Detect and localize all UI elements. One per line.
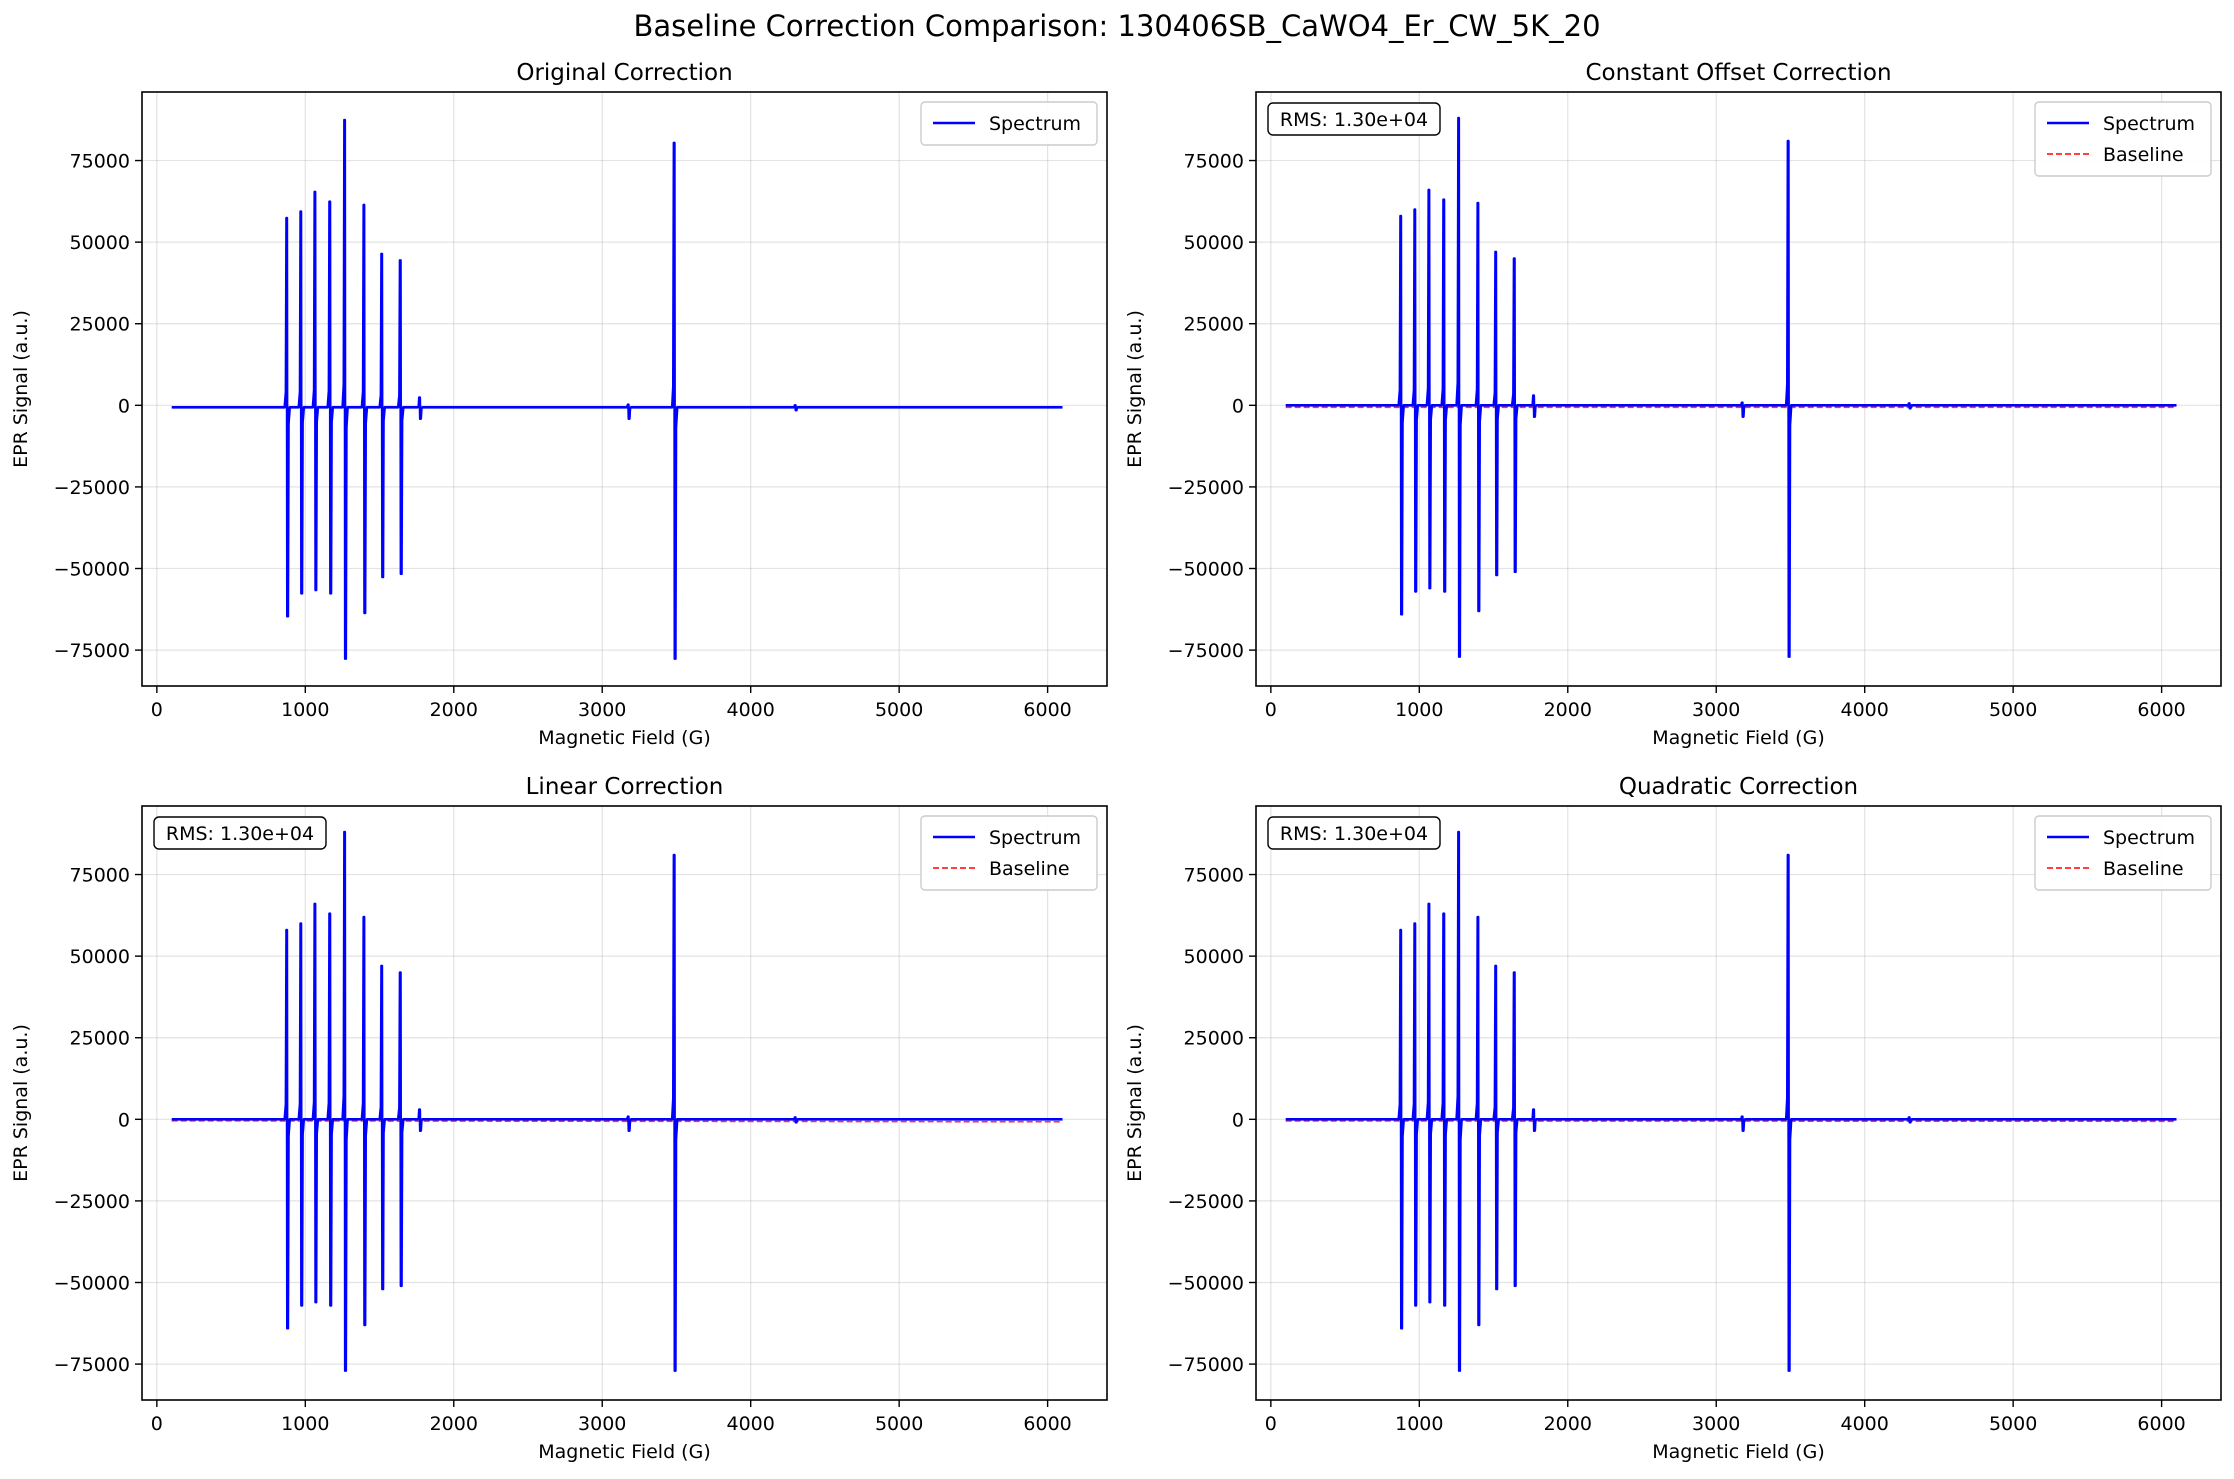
legend-label: Baseline	[989, 858, 1070, 880]
y-tick-label: 0	[1232, 1109, 1244, 1131]
y-tick-label: −25000	[54, 1191, 130, 1213]
subplot-title: Quadratic Correction	[1619, 774, 1858, 800]
y-tick-label: −50000	[1168, 1273, 1244, 1295]
y-tick-label: −75000	[54, 1354, 130, 1376]
x-tick-label: 4000	[727, 699, 775, 721]
x-tick-label: 1000	[281, 1413, 329, 1435]
x-tick-label: 6000	[2137, 1413, 2185, 1435]
x-tick-label: 0	[1265, 699, 1277, 721]
x-tick-label: 3000	[578, 1413, 626, 1435]
y-tick-label: 50000	[1184, 946, 1244, 968]
y-tick-label: 50000	[1184, 232, 1244, 254]
figure-title: Baseline Correction Comparison: 130406SB…	[633, 9, 1600, 43]
legend-label: Baseline	[2103, 858, 2184, 880]
x-tick-label: 1000	[1395, 1413, 1443, 1435]
x-tick-label: 1000	[281, 699, 329, 721]
x-tick-label: 4000	[1841, 1413, 1889, 1435]
x-tick-label: 5000	[1989, 699, 2037, 721]
y-tick-label: 0	[118, 1109, 130, 1131]
subplot-4: 0 1000 2000 3000 4000 5000 6000 −75000 −50000 −25…	[1124, 774, 2221, 1463]
y-tick-label: 75000	[1184, 151, 1244, 173]
y-tick-label: −50000	[1168, 559, 1244, 581]
y-tick-label: 75000	[70, 151, 130, 173]
x-tick-label: 3000	[578, 699, 626, 721]
subplot-title: Constant Offset Correction	[1585, 60, 1891, 86]
subplot-title: Linear Correction	[526, 774, 724, 800]
x-tick-label: 0	[151, 1413, 163, 1435]
x-tick-label: 2000	[430, 699, 478, 721]
subplot-3: 0 1000 2000 3000 4000 5000 6000 −75000 −50000 −25…	[10, 774, 1107, 1463]
x-axis-label: Magnetic Field (G)	[1652, 1441, 1824, 1463]
legend-label: Spectrum	[2103, 113, 2195, 135]
y-axis-label: EPR Signal (a.u.)	[1124, 310, 1146, 468]
y-tick-label: −25000	[1168, 477, 1244, 499]
y-tick-label: 25000	[70, 314, 130, 336]
x-tick-label: 4000	[1841, 699, 1889, 721]
x-tick-label: 3000	[1692, 1413, 1740, 1435]
legend-label: Baseline	[2103, 144, 2184, 166]
y-tick-label: 25000	[1184, 314, 1244, 336]
y-axis-label: EPR Signal (a.u.)	[1124, 1024, 1146, 1182]
x-axis-label: Magnetic Field (G)	[538, 727, 710, 749]
x-axis-label: Magnetic Field (G)	[1652, 727, 1824, 749]
x-tick-label: 2000	[1544, 699, 1592, 721]
y-tick-label: −75000	[1168, 640, 1244, 662]
y-tick-label: −75000	[54, 640, 130, 662]
x-tick-label: 5000	[875, 1413, 923, 1435]
subplot-title: Original Correction	[516, 60, 732, 86]
y-axis-label: EPR Signal (a.u.)	[10, 310, 32, 468]
rms-annotation: RMS: 1.30e+04	[1280, 823, 1428, 845]
legend-label: Spectrum	[989, 113, 1081, 135]
y-tick-label: 50000	[70, 232, 130, 254]
y-tick-label: −50000	[54, 559, 130, 581]
x-tick-label: 6000	[1023, 1413, 1071, 1435]
y-axis-label: EPR Signal (a.u.)	[10, 1024, 32, 1182]
y-tick-label: 50000	[70, 946, 130, 968]
y-tick-label: −25000	[54, 477, 130, 499]
x-tick-label: 3000	[1692, 699, 1740, 721]
subplot-2: 0 1000 2000 3000 4000 5000 6000 −75000 −50000 −25…	[1124, 60, 2221, 749]
subplot-1: 0 1000 2000 3000 4000 5000 6000 −75000 −50000 −25…	[10, 60, 1107, 749]
x-tick-label: 2000	[1544, 1413, 1592, 1435]
rms-annotation: RMS: 1.30e+04	[166, 823, 314, 845]
legend-label: Spectrum	[2103, 827, 2195, 849]
x-tick-label: 2000	[430, 1413, 478, 1435]
y-tick-label: −25000	[1168, 1191, 1244, 1213]
y-tick-label: 75000	[1184, 865, 1244, 887]
y-tick-label: 25000	[70, 1028, 130, 1050]
y-tick-label: 0	[118, 395, 130, 417]
y-tick-label: −75000	[1168, 1354, 1244, 1376]
x-tick-label: 1000	[1395, 699, 1443, 721]
y-tick-label: 75000	[70, 865, 130, 887]
y-tick-label: −50000	[54, 1273, 130, 1295]
x-tick-label: 6000	[1023, 699, 1071, 721]
x-tick-label: 5000	[875, 699, 923, 721]
x-tick-label: 4000	[727, 1413, 775, 1435]
x-tick-label: 0	[151, 699, 163, 721]
x-tick-label: 6000	[2137, 699, 2185, 721]
legend-label: Spectrum	[989, 827, 1081, 849]
y-tick-label: 25000	[1184, 1028, 1244, 1050]
y-tick-label: 0	[1232, 395, 1244, 417]
rms-annotation: RMS: 1.30e+04	[1280, 109, 1428, 131]
x-tick-label: 5000	[1989, 1413, 2037, 1435]
x-axis-label: Magnetic Field (G)	[538, 1441, 710, 1463]
x-tick-label: 0	[1265, 1413, 1277, 1435]
